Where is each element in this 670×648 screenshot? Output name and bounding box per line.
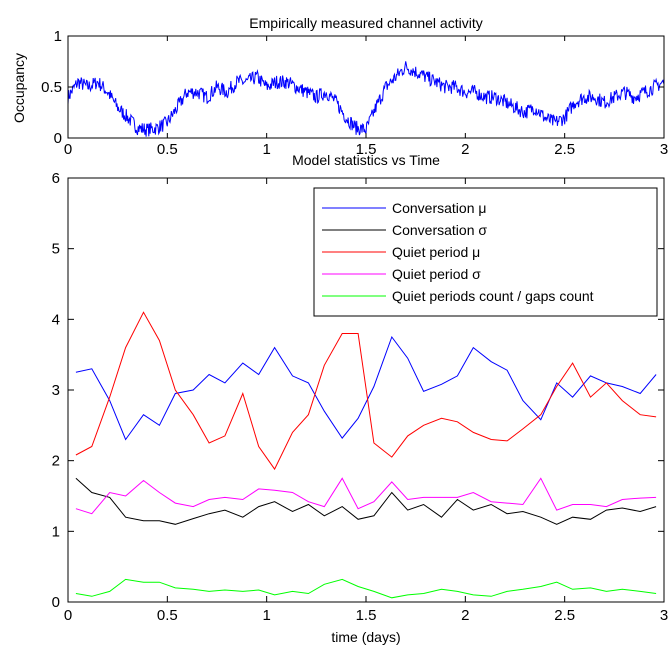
occupancy-chart-title: Empirically measured channel activity: [249, 15, 482, 31]
legend-label: Conversation σ: [392, 222, 487, 238]
series-line-1: [75, 477, 657, 525]
legend-label: Quiet period σ: [392, 266, 481, 282]
occupancy-x-tick-label: 1.5: [356, 141, 377, 158]
model-x-tick-label: 2: [461, 607, 469, 624]
occupancy-y-tick-label: 0: [54, 130, 62, 147]
chart-legend: Conversation μ Conversation σ Quiet period…: [313, 187, 658, 317]
occupancy-chart: Empirically measured channel activity Oc…: [11, 15, 668, 158]
series-line-0: [75, 335, 657, 441]
model-y-tick-label: 1: [52, 523, 60, 540]
occupancy-x-tick-label: 1: [262, 141, 270, 158]
model-y-tick-label: 3: [52, 382, 60, 399]
model-x-tick-label: 0: [64, 607, 72, 624]
model-x-tick-label: 1.5: [356, 607, 377, 624]
model-statistics-x-ticks: 0 0.5 1 1.5 2 2.5 3: [64, 178, 668, 624]
occupancy-x-tick-label: 2: [461, 141, 469, 158]
model-y-tick-label: 0: [52, 594, 60, 611]
model-x-tick-label: 3: [660, 607, 668, 624]
occupancy-y-tick-label: 0.5: [41, 79, 62, 96]
series-line-4: [75, 578, 657, 599]
model-x-tick-label: 0.5: [157, 607, 178, 624]
occupancy-x-tick-label: 3: [660, 141, 668, 158]
legend-label: Quiet periods count / gaps count: [392, 288, 594, 304]
occupancy-y-ticks: 00.51: [41, 28, 664, 147]
model-statistics-chart: Model statistics vs Time 0 0.5 1 1.5 2 2.5 3 0…: [52, 152, 669, 645]
model-statistics-x-axis-label: time (days): [331, 629, 400, 645]
occupancy-y-tick-label: 1: [54, 28, 62, 45]
legend-label: Quiet period μ: [392, 244, 480, 260]
occupancy-y-axis-label: Occupancy: [11, 53, 27, 123]
model-statistics-y-ticks: 0 1 2 3 4 5 6: [52, 170, 664, 611]
model-x-tick-label: 2.5: [554, 607, 575, 624]
occupancy-x-tick-label: 2.5: [554, 141, 575, 158]
model-y-tick-label: 2: [52, 453, 60, 470]
legend-label: Conversation μ: [392, 200, 486, 216]
model-statistics-plot-area: [75, 311, 657, 599]
occupancy-x-tick-label: 0: [64, 141, 72, 158]
model-y-tick-label: 4: [52, 311, 60, 328]
series-line-2: [75, 311, 657, 471]
occupancy-x-ticks: 0 0.5 1 1.5 2 2.5 3: [64, 36, 668, 158]
occupancy-x-tick-label: 0.5: [157, 141, 178, 158]
model-x-tick-label: 1: [262, 607, 270, 624]
model-statistics-title: Model statistics vs Time: [292, 152, 440, 168]
model-y-tick-label: 6: [52, 170, 60, 187]
model-y-tick-label: 5: [52, 241, 60, 258]
series-line-3: [75, 477, 657, 515]
